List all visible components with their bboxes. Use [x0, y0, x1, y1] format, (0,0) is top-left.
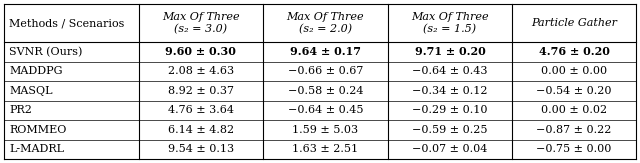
Text: L-MADRL: L-MADRL	[9, 144, 64, 154]
Text: Max Of Three
(s₂ = 1.5): Max Of Three (s₂ = 1.5)	[411, 12, 489, 34]
Text: −0.59 ± 0.25: −0.59 ± 0.25	[412, 125, 488, 135]
Text: Methods / Scenarios: Methods / Scenarios	[9, 18, 124, 28]
Text: 9.60 ± 0.30: 9.60 ± 0.30	[165, 46, 236, 57]
Text: 9.54 ± 0.13: 9.54 ± 0.13	[168, 144, 234, 154]
Text: −0.75 ± 0.00: −0.75 ± 0.00	[536, 144, 612, 154]
Text: 4.76 ± 3.64: 4.76 ± 3.64	[168, 105, 234, 115]
Text: 9.71 ± 0.20: 9.71 ± 0.20	[415, 46, 485, 57]
Text: SVNR (Ours): SVNR (Ours)	[9, 47, 83, 57]
Text: ROMMEO: ROMMEO	[9, 125, 67, 135]
Text: 1.59 ± 5.03: 1.59 ± 5.03	[292, 125, 358, 135]
Text: 4.76 ± 0.20: 4.76 ± 0.20	[539, 46, 609, 57]
Text: MASQL: MASQL	[9, 86, 52, 96]
Text: −0.58 ± 0.24: −0.58 ± 0.24	[287, 86, 363, 96]
Text: −0.87 ± 0.22: −0.87 ± 0.22	[536, 125, 612, 135]
Text: Max Of Three
(s₂ = 2.0): Max Of Three (s₂ = 2.0)	[287, 12, 364, 34]
Text: 8.92 ± 0.37: 8.92 ± 0.37	[168, 86, 234, 96]
Text: Max Of Three
(s₂ = 3.0): Max Of Three (s₂ = 3.0)	[162, 12, 240, 34]
Text: −0.29 ± 0.10: −0.29 ± 0.10	[412, 105, 488, 115]
Text: 9.64 ± 0.17: 9.64 ± 0.17	[290, 46, 361, 57]
Text: −0.64 ± 0.43: −0.64 ± 0.43	[412, 66, 488, 76]
Text: −0.66 ± 0.67: −0.66 ± 0.67	[288, 66, 363, 76]
Text: Particle Gather: Particle Gather	[531, 18, 617, 28]
Text: MADDPG: MADDPG	[9, 66, 63, 76]
Text: 0.00 ± 0.00: 0.00 ± 0.00	[541, 66, 607, 76]
Text: −0.64 ± 0.45: −0.64 ± 0.45	[287, 105, 363, 115]
Text: 1.63 ± 2.51: 1.63 ± 2.51	[292, 144, 358, 154]
Text: −0.07 ± 0.04: −0.07 ± 0.04	[412, 144, 488, 154]
Text: −0.34 ± 0.12: −0.34 ± 0.12	[412, 86, 488, 96]
Text: 0.00 ± 0.02: 0.00 ± 0.02	[541, 105, 607, 115]
Text: 6.14 ± 4.82: 6.14 ± 4.82	[168, 125, 234, 135]
Text: PR2: PR2	[9, 105, 32, 115]
Text: −0.54 ± 0.20: −0.54 ± 0.20	[536, 86, 612, 96]
Text: 2.08 ± 4.63: 2.08 ± 4.63	[168, 66, 234, 76]
